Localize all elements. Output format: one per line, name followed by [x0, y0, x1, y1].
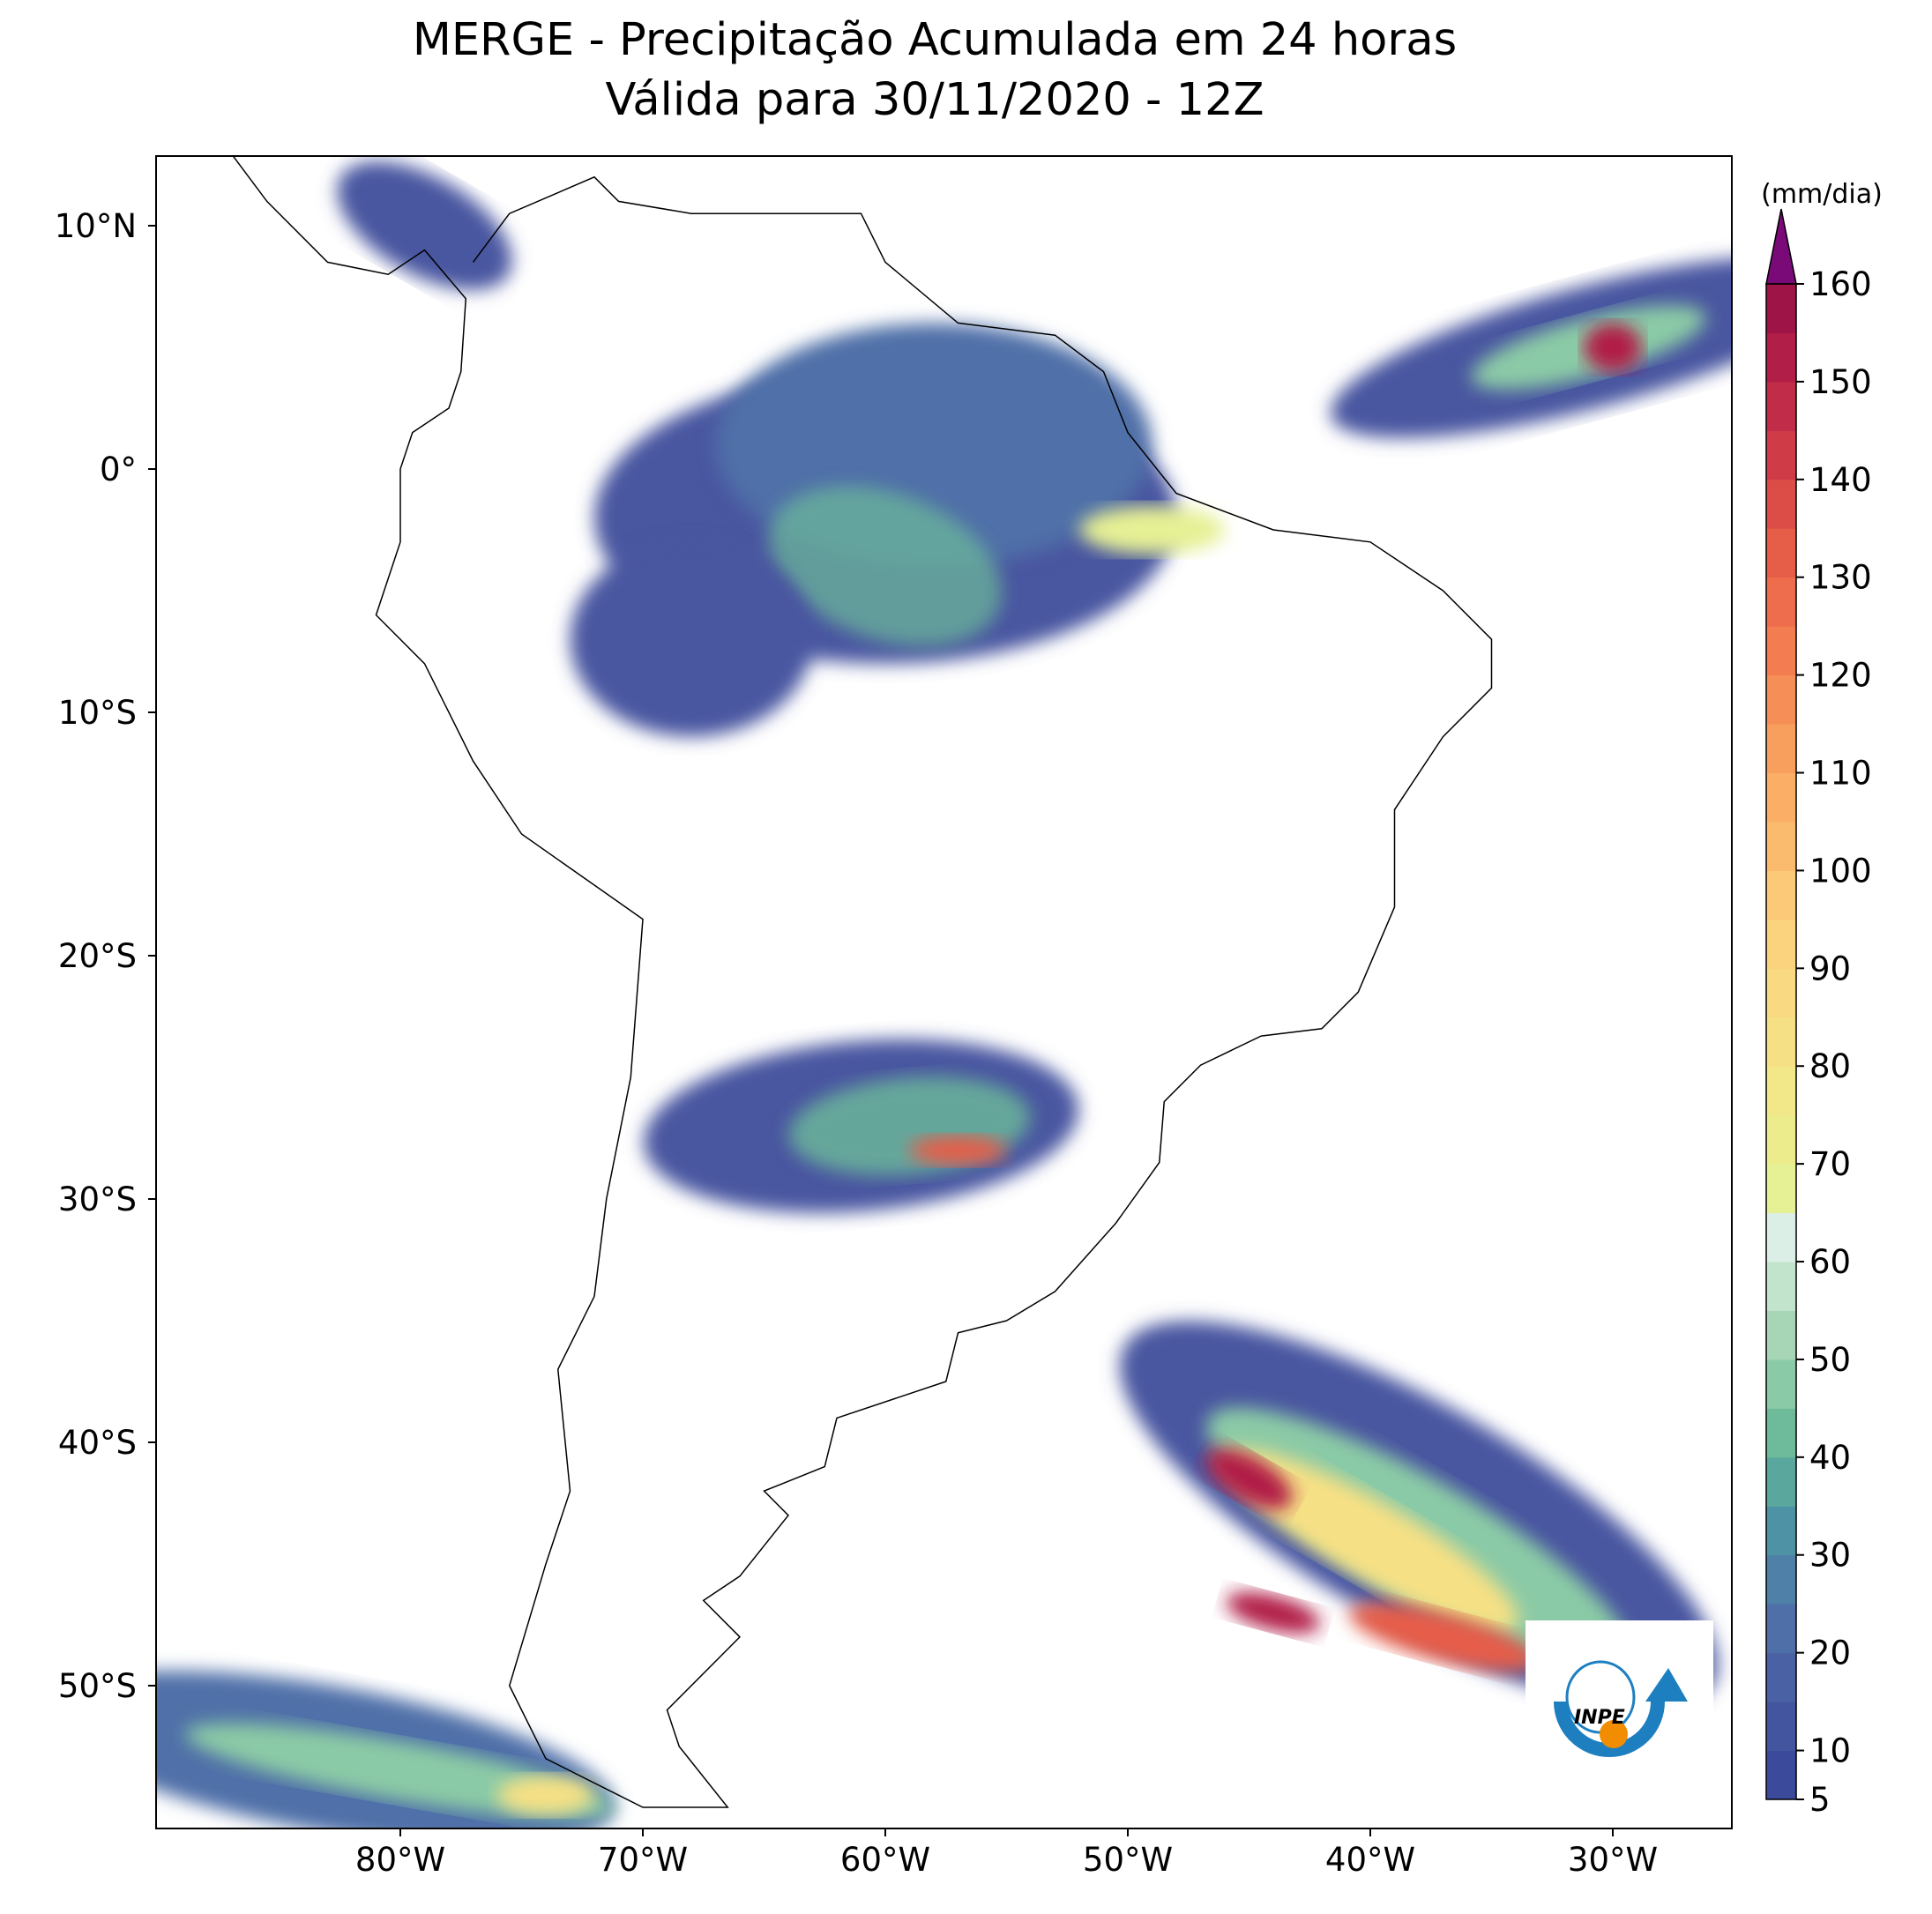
map-frame [155, 155, 1733, 1829]
colorbar-segment [1766, 821, 1796, 871]
colorbar-segment [1766, 870, 1796, 920]
coastline [232, 156, 1493, 1808]
lon-tick-label: 40°W [1325, 1841, 1415, 1879]
colorbar-segment [1766, 1359, 1796, 1409]
colorbar-segment [1766, 919, 1796, 969]
colorbar-segment [1766, 1652, 1796, 1702]
colorbar-tick-label: 100 [1809, 852, 1872, 890]
title: MERGE - Precipitação Acumulada em 24 hor… [413, 14, 1457, 66]
colorbar-label: (mm/dia) [1761, 179, 1883, 210]
colorbar-segment [1766, 1262, 1796, 1311]
colorbar-segment [1766, 381, 1796, 431]
colorbar-tick-label: 20 [1809, 1635, 1851, 1672]
lon-tick-label: 70°W [598, 1841, 688, 1879]
lat-tick-label: 0° [100, 451, 137, 488]
precip-area [1079, 505, 1225, 555]
colorbar-tick-label: 150 [1809, 363, 1872, 401]
colorbar-segment [1766, 1702, 1796, 1752]
colorbar-segment [1766, 577, 1796, 627]
colorbar-segment [1766, 626, 1796, 676]
lat-tick-label: 10°N [55, 207, 137, 245]
map-area [156, 156, 1732, 1828]
precip-area [1226, 1591, 1321, 1634]
lat-tick-label: 30°S [58, 1180, 137, 1218]
colorbar-segment [1766, 1017, 1796, 1067]
colorbar-segment [1766, 528, 1796, 578]
colorbar-segment [1766, 1310, 1796, 1360]
colorbar-segment [1766, 1212, 1796, 1262]
colorbar-tick-label: 30 [1809, 1537, 1851, 1575]
colorbar-segment [1766, 479, 1796, 529]
precip-area [570, 541, 813, 737]
colorbar-segment [1766, 1408, 1796, 1458]
colorbar-segment [1766, 1114, 1796, 1165]
precip-area [1221, 1448, 1519, 1631]
lon-tick-label: 80°W [355, 1841, 445, 1879]
colorbar-segment [1766, 968, 1796, 1018]
colorbar-tick-label: 120 [1809, 657, 1872, 695]
colorbar-tick-label: 5 [1809, 1781, 1831, 1819]
precip-area [497, 1776, 594, 1815]
colorbar-segment [1766, 724, 1796, 774]
colorbar-segment [1766, 332, 1796, 383]
colorbar-tick-label: 50 [1809, 1341, 1851, 1379]
logo-arc [1554, 1701, 1665, 1757]
colorbar-tick-label: 110 [1809, 755, 1872, 793]
precip-area [1205, 1448, 1293, 1510]
colorbar-segment [1766, 284, 1796, 333]
colorbar-tick-label: 160 [1809, 265, 1872, 303]
lon-tick-label: 60°W [840, 1841, 930, 1879]
lat-tick-label: 50°S [58, 1667, 137, 1705]
lat-tick-label: 40°S [58, 1424, 137, 1462]
lon-tick-label: 30°W [1568, 1841, 1658, 1879]
colorbar-segment [1766, 1554, 1796, 1605]
subtitle: Válida para 30/11/2020 - 12Z [605, 74, 1264, 126]
precip-area [1584, 323, 1642, 372]
colorbar-segment [1766, 1066, 1796, 1116]
colorbar-frame [1765, 283, 1797, 1800]
colorbar-segment [1766, 1506, 1796, 1556]
colorbar-segment [1766, 1750, 1796, 1800]
precip-area [909, 1136, 1007, 1166]
colorbar: 5 10 20 30 40 50 60 70 80 90 100 110 120 130 140 150 160… [1761, 179, 1883, 1819]
precip-area [1349, 1602, 1537, 1672]
colorbar-segment [1766, 674, 1796, 725]
colorbar-tick-label: 90 [1809, 950, 1851, 987]
colorbar-tick-label: 130 [1809, 559, 1872, 597]
colorbar-extend [1765, 208, 1797, 285]
logo: INPE [1525, 1620, 1713, 1784]
colorbar-segment [1766, 772, 1796, 823]
colorbar-tick-label: 140 [1809, 461, 1872, 499]
colorbar-segment [1766, 430, 1796, 480]
logo-sun [1600, 1720, 1628, 1748]
colorbar-tick-label: 60 [1809, 1243, 1851, 1281]
colorbar-segment [1766, 1604, 1796, 1654]
precip-area [768, 486, 1003, 647]
colorbar-tick-label: 80 [1809, 1047, 1851, 1085]
logo-arrow [1645, 1668, 1688, 1702]
lon-tick-label: 50°W [1083, 1841, 1173, 1879]
precip-area [337, 161, 512, 290]
colorbar-segment [1766, 1164, 1796, 1214]
logo-box [1525, 1620, 1713, 1784]
colorbar-tick-label: 10 [1809, 1732, 1851, 1770]
logo-text: INPE [1574, 1707, 1625, 1729]
colorbar-tick-label: 70 [1809, 1145, 1851, 1183]
colorbar-tick-label: 40 [1809, 1439, 1851, 1477]
lat-tick-label: 10°S [58, 694, 137, 732]
colorbar-segment [1766, 1456, 1796, 1507]
lat-tick-label: 20°S [58, 937, 137, 975]
